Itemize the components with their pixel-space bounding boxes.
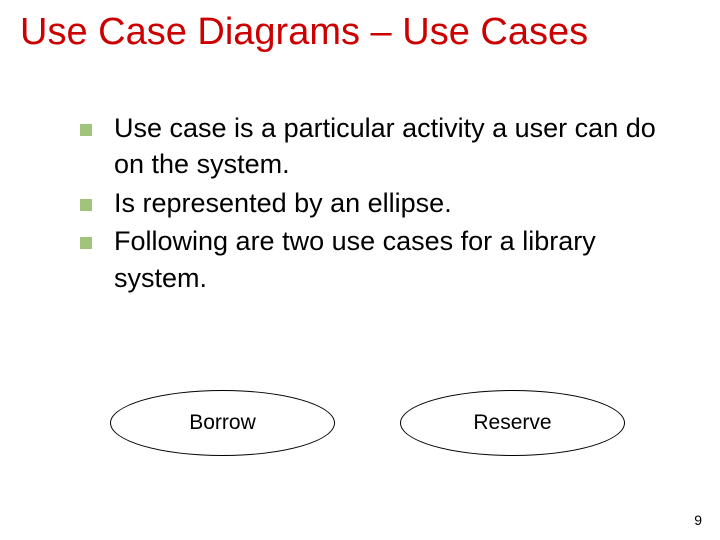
bullet-text: Is represented by an ellipse. (114, 185, 680, 221)
list-item: Is represented by an ellipse. (80, 185, 680, 221)
use-case-label: Reserve (473, 411, 551, 435)
list-item: Following are two use cases for a librar… (80, 223, 680, 296)
bullet-text: Following are two use cases for a librar… (114, 223, 680, 296)
use-case-label: Borrow (189, 411, 256, 435)
bullet-icon (80, 199, 92, 211)
slide: Use Case Diagrams – Use Cases Use case i… (0, 0, 720, 540)
bullet-icon (80, 124, 92, 136)
bullet-list: Use case is a particular activity a user… (80, 110, 680, 298)
list-item: Use case is a particular activity a user… (80, 110, 680, 183)
use-case-ellipse: Reserve (400, 390, 625, 456)
bullet-icon (80, 237, 92, 249)
bullet-text: Use case is a particular activity a user… (114, 110, 680, 183)
slide-title: Use Case Diagrams – Use Cases (20, 12, 700, 54)
page-number: 9 (694, 512, 702, 528)
use-case-ellipse: Borrow (110, 390, 335, 456)
use-case-diagram: Borrow Reserve (0, 390, 720, 480)
